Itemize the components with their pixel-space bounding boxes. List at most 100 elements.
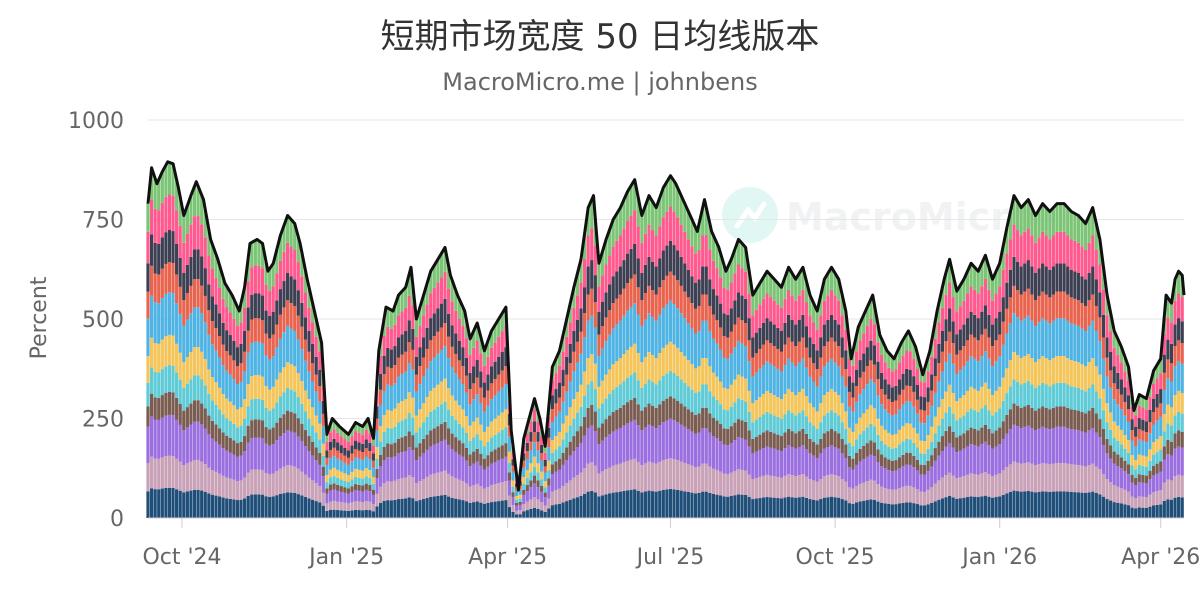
bar-segment [715, 320, 719, 344]
bar-segment [375, 506, 379, 518]
bar-segment [922, 491, 927, 506]
bar-segment [1116, 338, 1120, 356]
bar-segment [1069, 409, 1073, 430]
bar-segment [758, 417, 762, 435]
bar-segment [1030, 407, 1034, 428]
bar-segment [804, 281, 809, 303]
bar-segment [336, 490, 340, 502]
bar-segment [568, 303, 572, 323]
bar-segment [897, 503, 902, 518]
bar-segment [611, 465, 615, 493]
bar-segment [407, 392, 411, 414]
bar-segment [822, 497, 826, 518]
bar-segment [718, 303, 723, 328]
bar-segment [1062, 491, 1066, 518]
bar-segment [722, 496, 726, 518]
bar-segment [1080, 219, 1084, 247]
bar-segment [629, 421, 633, 460]
bar-segment [210, 269, 215, 297]
bar-segment [1041, 462, 1045, 492]
bar-segment [1119, 444, 1123, 458]
bar-segment [665, 344, 669, 374]
bar-segment [862, 371, 866, 390]
bar-segment [894, 447, 898, 461]
bar-segment [1180, 343, 1184, 364]
bar-segment [575, 295, 580, 320]
bar-segment [511, 511, 515, 518]
bar-segment [1048, 386, 1052, 410]
bar-segment [1166, 359, 1170, 379]
bar-segment [869, 440, 873, 455]
bar-segment [271, 496, 275, 518]
bar-segment [998, 427, 1002, 445]
bar-segment [350, 479, 354, 487]
bar-segment [862, 315, 866, 334]
bar-segment [640, 272, 644, 301]
bar-segment [1141, 419, 1145, 431]
bar-segment [368, 451, 372, 460]
bar-segment [275, 300, 279, 325]
bar-segment [937, 480, 941, 500]
bar-segment [1080, 465, 1084, 493]
bar-segment [389, 481, 393, 501]
bar-segment [679, 256, 683, 286]
bar-segment [597, 408, 601, 428]
bar-segment [776, 417, 780, 435]
bar-segment [908, 334, 912, 352]
bar-segment [275, 379, 279, 403]
bar-segment [300, 440, 304, 472]
bar-segment [1098, 264, 1102, 293]
bar-segment [940, 307, 945, 332]
bar-segment [865, 347, 869, 367]
bar-segment [293, 492, 297, 518]
bar-segment [221, 448, 225, 476]
bar-segment [178, 286, 182, 315]
bar-segment [1087, 387, 1091, 411]
bar-segment [987, 358, 991, 389]
bar-segment [808, 422, 812, 439]
bar-segment [393, 346, 397, 366]
bar-segment [1044, 266, 1048, 295]
bar-segment [783, 277, 787, 299]
bar-segment [432, 265, 436, 289]
bar-segment [1105, 422, 1109, 439]
bar-segment [239, 441, 243, 456]
bar-segment [311, 363, 315, 382]
bar-segment [540, 485, 544, 492]
bar-segment [536, 463, 540, 473]
bar-segment [1012, 403, 1016, 425]
bar-segment [765, 340, 769, 362]
bar-segment [815, 350, 819, 369]
bar-segment [1055, 203, 1059, 232]
bar-segment [586, 320, 590, 359]
bar-segment [246, 307, 250, 331]
bar-segment [203, 359, 207, 386]
bar-segment [1005, 368, 1009, 394]
bar-segment [336, 469, 340, 478]
bar-segment [686, 360, 690, 387]
bar-segment [593, 431, 597, 466]
bar-segment [289, 276, 293, 304]
bar-segment [500, 445, 504, 459]
bar-segment [965, 474, 970, 498]
bar-segment [1094, 279, 1098, 306]
bar-segment [718, 471, 723, 496]
bar-segment [396, 478, 401, 500]
bar-segment [357, 477, 361, 485]
bar-segment [754, 477, 758, 499]
bar-segment [332, 483, 336, 490]
bar-segment [235, 366, 240, 385]
bar-segment [468, 454, 472, 467]
bar-segment [937, 343, 941, 364]
bar-segment [1159, 389, 1163, 404]
bar-segment [260, 295, 265, 321]
bar-segment [178, 404, 182, 425]
bar-segment [1180, 392, 1184, 414]
bar-segment [257, 341, 261, 376]
bar-segment [822, 366, 826, 396]
bar-segment [625, 221, 630, 254]
bar-segment [905, 423, 909, 439]
bar-segment [604, 437, 608, 470]
bar-segment [554, 490, 558, 505]
bar-segment [586, 235, 590, 267]
